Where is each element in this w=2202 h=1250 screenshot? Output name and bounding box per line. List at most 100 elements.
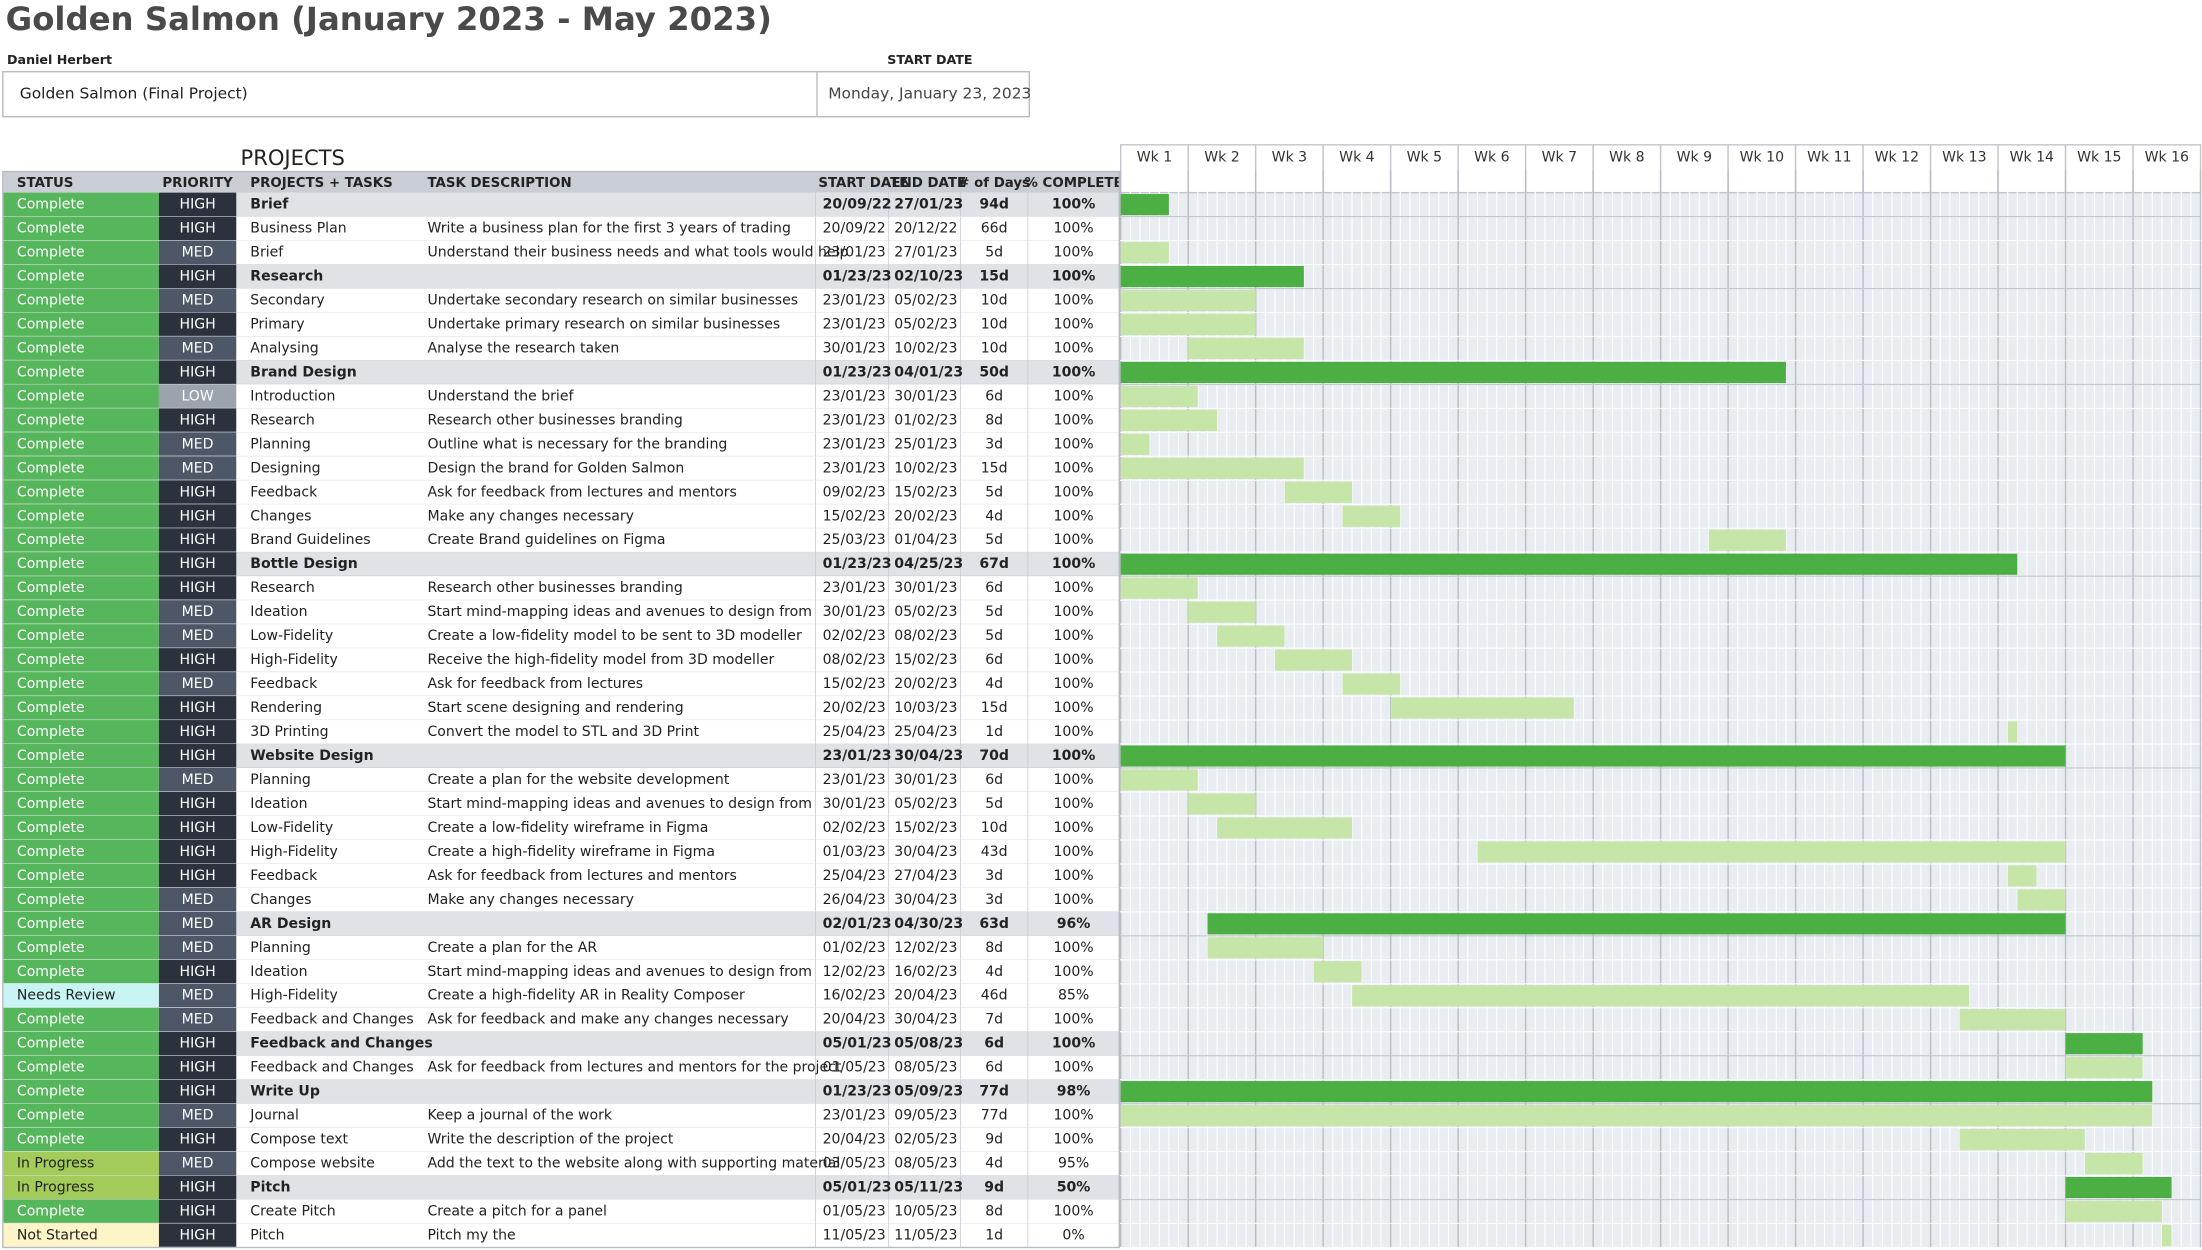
- description: Create a plan for the AR: [427, 940, 597, 956]
- row-bg: [2, 1175, 1120, 1200]
- description: Add the text to the website along with s…: [427, 1156, 840, 1172]
- priority-cell: [158, 1175, 237, 1200]
- start: 23/01/23: [823, 580, 886, 596]
- task: Bottle Design: [250, 556, 357, 572]
- row-bg: [2, 336, 1120, 361]
- task: Research: [250, 412, 314, 428]
- task: Compose website: [250, 1156, 374, 1172]
- row-bg: [2, 192, 1120, 217]
- status: Complete: [17, 628, 85, 644]
- priority-cell: [158, 863, 237, 888]
- status-cell: [2, 791, 159, 816]
- end: 15/02/23: [894, 820, 957, 836]
- status: Complete: [17, 436, 85, 452]
- priority: HIGH: [180, 1132, 216, 1148]
- start: 20/04/23: [823, 1012, 886, 1028]
- start: 02/02/23: [823, 820, 886, 836]
- days: 5d: [985, 628, 1003, 644]
- status: Complete: [17, 1132, 85, 1148]
- end: 25/01/23: [894, 436, 957, 452]
- task: Low-Fidelity: [250, 820, 333, 836]
- days: 4d: [985, 1156, 1003, 1172]
- complete: 100%: [1053, 796, 1093, 812]
- status: In Progress: [17, 1156, 94, 1172]
- status: Needs Review: [17, 988, 116, 1004]
- status: Complete: [17, 1060, 85, 1076]
- start: 23/01/23: [823, 245, 886, 261]
- complete: 100%: [1053, 1060, 1093, 1076]
- priority-cell: [158, 744, 237, 768]
- row-bg: [2, 504, 1120, 529]
- row-bg: [2, 288, 1120, 313]
- end: 05/08/23: [894, 1036, 963, 1052]
- end: 27/01/23: [894, 245, 957, 261]
- start: 23/01/23: [823, 1108, 886, 1124]
- gantt-bar: [2065, 1057, 2143, 1079]
- status-cell: [2, 1151, 159, 1176]
- priority-cell: [158, 360, 237, 385]
- task: Feedback and Changes: [250, 1012, 413, 1028]
- end: 01/02/23: [894, 412, 957, 428]
- status: Complete: [17, 844, 85, 860]
- priority: MED: [182, 628, 214, 644]
- days: 10d: [981, 820, 1008, 836]
- row-bg: [2, 1151, 1120, 1176]
- column-header: % COMPLETE: [1025, 176, 1123, 191]
- owner: Daniel Herbert: [7, 52, 112, 67]
- status: Complete: [17, 892, 85, 908]
- start: 23/01/23: [823, 412, 886, 428]
- row-bg: [2, 432, 1120, 457]
- row-bg: [2, 1223, 1120, 1248]
- complete: 100%: [1053, 868, 1093, 884]
- end: 20/04/23: [894, 988, 957, 1004]
- status-cell: [2, 1007, 159, 1032]
- end: 09/05/23: [894, 1108, 957, 1124]
- complete: 100%: [1053, 1012, 1093, 1028]
- gantt-bar: [1120, 265, 1304, 288]
- description: Design the brand for Golden Salmon: [427, 460, 684, 476]
- days: 3d: [985, 436, 1003, 452]
- complete: 100%: [1052, 364, 1095, 380]
- description: Write a business plan for the first 3 ye…: [427, 221, 790, 237]
- priority-cell: [158, 1079, 237, 1104]
- status: Complete: [17, 916, 85, 932]
- week-label: Wk 4: [1339, 149, 1374, 165]
- gantt-bar: [1708, 529, 1786, 551]
- end: 05/02/23: [894, 604, 957, 620]
- priority: HIGH: [180, 316, 216, 332]
- gantt-bar: [1390, 697, 1574, 719]
- gantt-bar: [1207, 913, 2066, 935]
- task: Brief: [250, 245, 284, 261]
- complete: 100%: [1053, 940, 1093, 956]
- week-header: [1254, 144, 1324, 194]
- row-bg: [2, 815, 1120, 840]
- row-bg: [2, 384, 1120, 409]
- row-bg: [2, 983, 1120, 1008]
- complete: 100%: [1053, 508, 1093, 524]
- gantt-bar: [1120, 289, 1256, 312]
- task: Low-Fidelity: [250, 628, 333, 644]
- task: Changes: [250, 508, 311, 524]
- task: Secondary: [250, 293, 324, 309]
- priority: HIGH: [180, 748, 216, 764]
- task: Planning: [250, 940, 311, 956]
- status-cell: [2, 1199, 159, 1224]
- complete: 98%: [1057, 1084, 1091, 1100]
- priority-cell: [158, 1223, 237, 1248]
- row-bg: [2, 240, 1120, 265]
- status: Complete: [17, 676, 85, 692]
- complete: 100%: [1053, 221, 1093, 237]
- complete: 100%: [1053, 532, 1093, 548]
- status: Complete: [17, 508, 85, 524]
- task: Ideation: [250, 604, 307, 620]
- status-cell: [2, 959, 159, 984]
- start: 23/01/23: [823, 388, 886, 404]
- priority-cell: [158, 384, 237, 409]
- start: 02/01/23: [823, 916, 892, 932]
- row-bg: [2, 216, 1120, 241]
- description: Outline what is necessary for the brandi…: [427, 436, 727, 452]
- end: 15/02/23: [894, 484, 957, 500]
- task: Research: [250, 580, 314, 596]
- status-cell: [2, 456, 159, 481]
- end: 10/03/23: [894, 700, 957, 716]
